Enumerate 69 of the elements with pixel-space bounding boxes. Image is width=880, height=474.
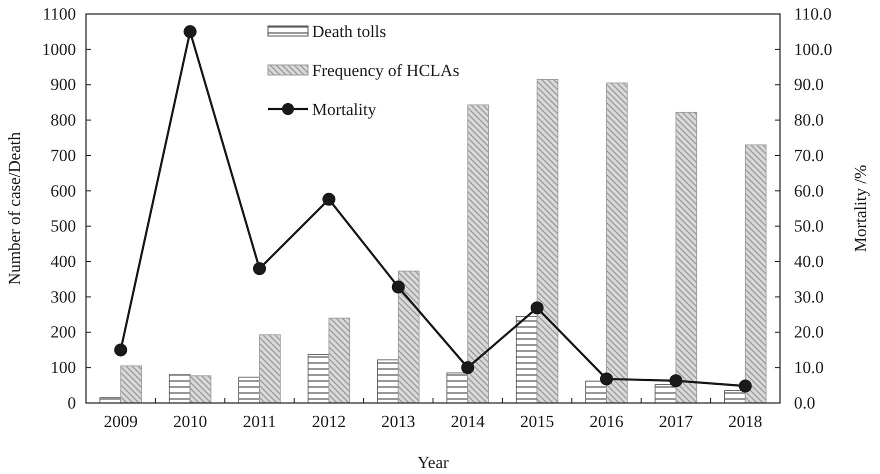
point — [738, 380, 752, 393]
y-tick-label: 900 — [50, 75, 76, 94]
bar — [190, 375, 212, 404]
y2-tick-label: 100.0 — [794, 40, 832, 59]
point — [253, 262, 266, 276]
x-tick-label: 2014 — [450, 412, 486, 432]
y2-tick-label: 110.0 — [794, 4, 832, 24]
point — [530, 301, 544, 314]
bar — [168, 374, 190, 404]
bar — [398, 270, 420, 404]
bar — [585, 380, 607, 404]
y-tick-label: 200 — [50, 322, 76, 342]
bar — [724, 390, 746, 404]
y-tick-label: 400 — [50, 252, 76, 271]
bar — [328, 318, 350, 404]
y2-tick-label: 20.0 — [794, 322, 824, 342]
y2-tick-label: 90.0 — [794, 75, 824, 94]
bar — [446, 372, 468, 404]
bar — [606, 82, 628, 404]
point — [114, 343, 128, 356]
point — [392, 280, 405, 294]
y2-tick-label: 0.0 — [794, 393, 816, 412]
x-tick-label: 2010 — [173, 412, 208, 432]
y2-tick-label: 70.0 — [794, 146, 824, 165]
y-tick-label: 600 — [50, 181, 76, 200]
y-tick-label: 800 — [50, 110, 76, 130]
legend-label: Mortality — [312, 100, 377, 119]
x-tick-label: 2011 — [242, 412, 276, 432]
bar — [259, 334, 281, 404]
y-tick-label: 0 — [68, 393, 76, 412]
bar — [377, 359, 399, 404]
bar — [238, 376, 260, 404]
bar — [467, 104, 489, 404]
y-tick-label: 1000 — [42, 40, 76, 59]
y-tick-label: 500 — [50, 216, 76, 236]
legend-label: Death tolls — [312, 22, 386, 41]
x-tick-label: 2018 — [728, 412, 762, 432]
bar — [536, 79, 558, 404]
bar — [120, 365, 142, 404]
bar — [676, 112, 698, 404]
y-tick-label: 300 — [50, 287, 76, 306]
y-tick-label: 1100 — [42, 4, 76, 24]
y2-tick-label: 50.0 — [794, 216, 824, 236]
bar — [516, 316, 538, 404]
y2-axis-title: Mortality /% — [851, 164, 870, 252]
x-tick-label: 2016 — [590, 412, 624, 432]
y2-tick-label: 40.0 — [794, 252, 824, 271]
x-axis-title: Year — [417, 453, 449, 472]
y2-tick-label: 80.0 — [794, 110, 824, 130]
y-tick-label: 100 — [50, 358, 76, 378]
point — [669, 374, 682, 388]
bar — [654, 384, 676, 404]
x-tick-label: 2009 — [104, 412, 138, 432]
x-tick-label: 2013 — [381, 412, 416, 432]
legend-label: Frequency of HCLAs — [312, 61, 460, 80]
x-tick-label: 2015 — [520, 412, 554, 432]
point — [322, 192, 336, 206]
y-axis-title: Number of case/Death — [5, 132, 24, 285]
y-tick-label: 700 — [50, 146, 76, 165]
point — [600, 372, 613, 386]
y2-tick-label: 10.0 — [794, 358, 824, 378]
y2-tick-label: 30.0 — [794, 287, 824, 306]
x-tick-label: 2017 — [658, 412, 694, 432]
point — [184, 25, 197, 38]
point — [461, 361, 474, 374]
bar — [744, 144, 767, 404]
bar — [308, 354, 330, 404]
x-tick-label: 2012 — [312, 412, 346, 432]
y2-tick-label: 60.0 — [794, 181, 824, 200]
